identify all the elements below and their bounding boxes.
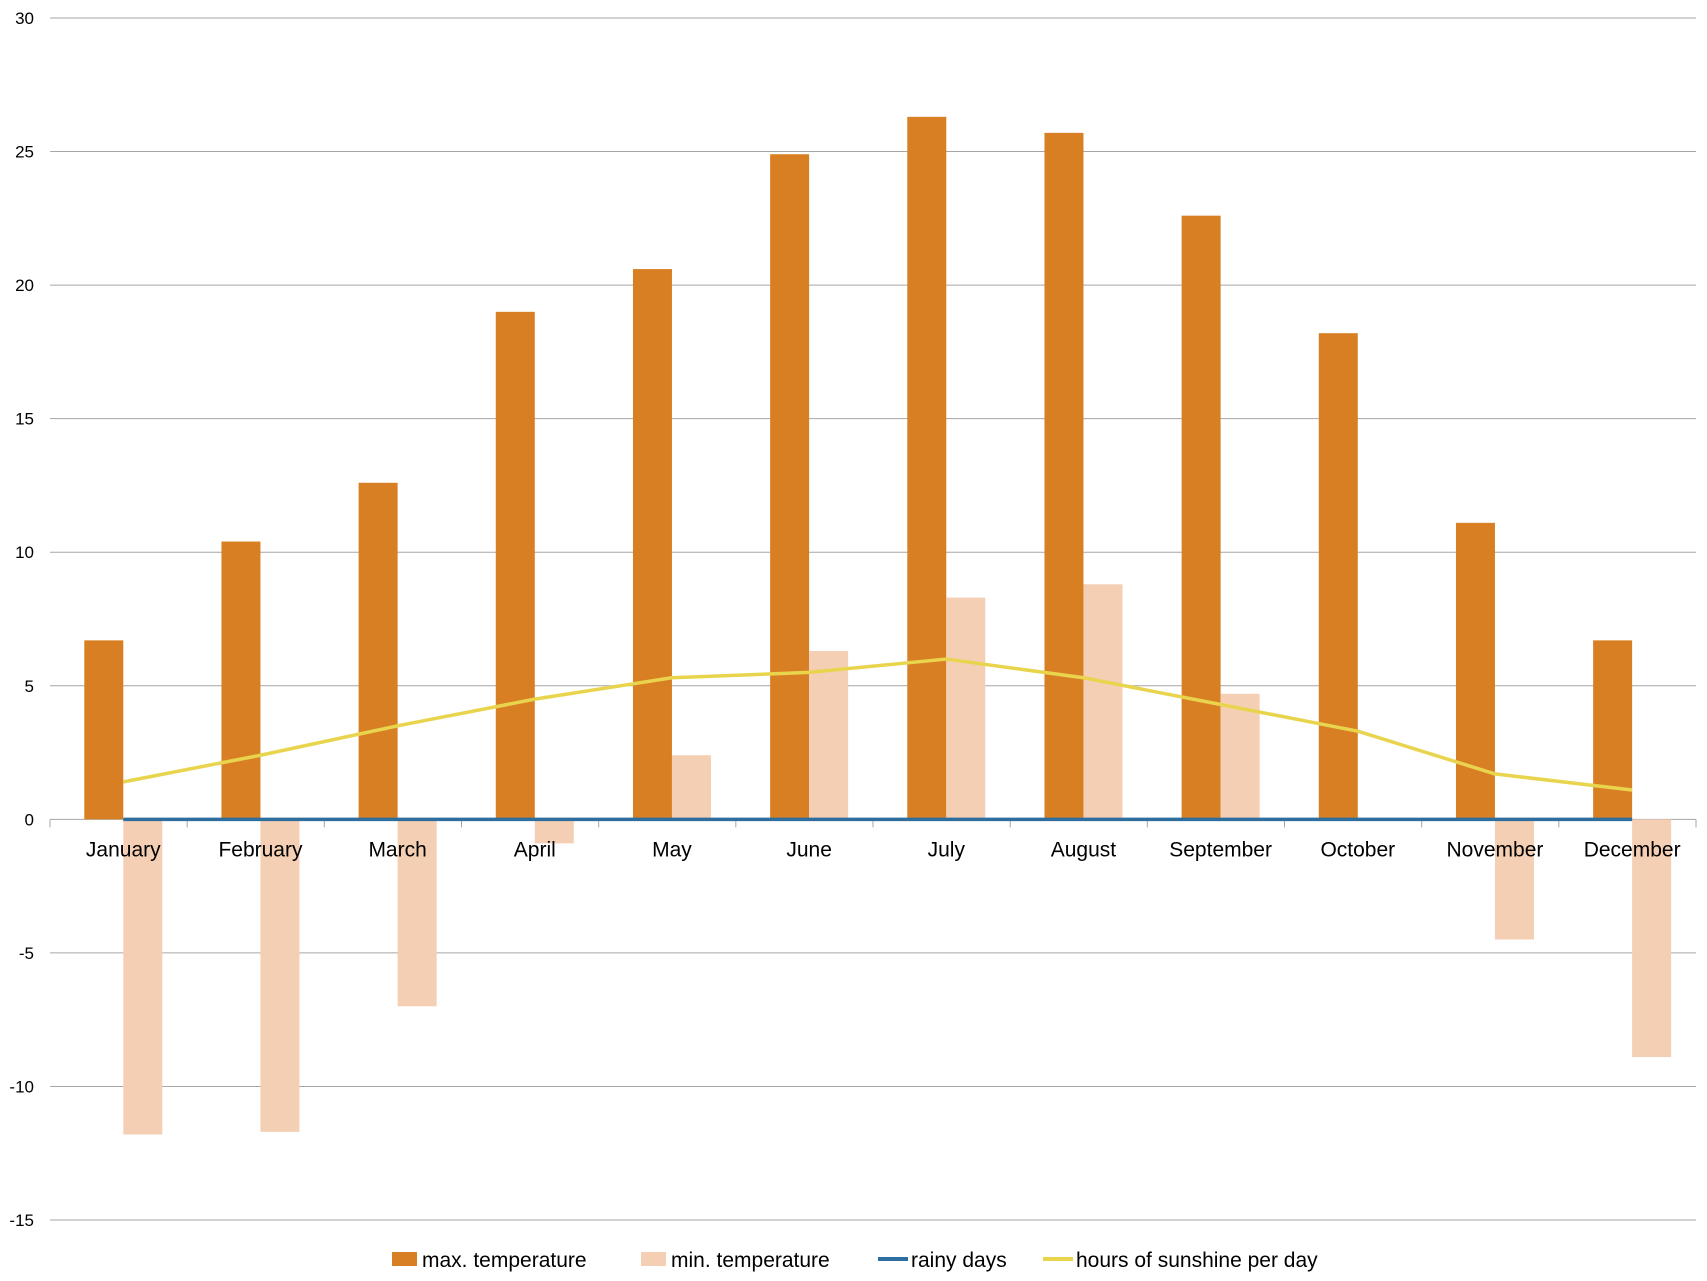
bar-min-august <box>1083 584 1123 820</box>
legend-label: rainy days <box>911 1249 1007 1272</box>
x-tick-label-september: September <box>1169 838 1272 861</box>
x-tick-label-october: October <box>1320 838 1395 861</box>
x-tick-label-june: June <box>786 838 832 861</box>
bar-min-march <box>397 819 437 1007</box>
x-tick-label-april: April <box>514 838 556 861</box>
x-axis-tick-labels: January February March April May June July Augu… <box>86 838 1681 861</box>
y-tick-label: -10 <box>9 1077 34 1096</box>
bar-min-january <box>123 819 163 1135</box>
bar-max-september <box>1181 215 1221 820</box>
y-tick-label: -5 <box>19 944 34 963</box>
bar-max-march <box>358 482 398 820</box>
y-tick-label: 25 <box>15 143 34 162</box>
y-tick-label: 20 <box>15 276 34 295</box>
legend-item: max. temperature <box>392 1249 587 1272</box>
line-series <box>122 657 1633 822</box>
bar-max-april <box>495 311 535 820</box>
y-tick-label: 15 <box>15 410 34 429</box>
legend-item: hours of sunshine per day <box>1043 1249 1318 1272</box>
bar-min-february <box>260 819 300 1132</box>
legend-swatch <box>392 1252 417 1266</box>
x-tick-label-january: January <box>86 838 161 861</box>
bar-min-november <box>1494 819 1534 940</box>
y-tick-label: 5 <box>25 677 34 696</box>
legend-label: max. temperature <box>422 1249 587 1272</box>
bar-min-may <box>671 755 711 820</box>
x-tick-label-december: December <box>1584 838 1681 861</box>
bar-max-december <box>1593 640 1633 820</box>
bar-max-november <box>1455 522 1495 820</box>
legend-label: hours of sunshine per day <box>1076 1249 1318 1272</box>
x-tick-label-march: March <box>368 838 426 861</box>
bar-max-june <box>770 154 810 820</box>
bar-min-december <box>1632 819 1672 1058</box>
bar-max-january <box>84 640 124 820</box>
bar-max-october <box>1318 333 1358 820</box>
bar-max-february <box>221 541 261 820</box>
bar-min-june <box>809 651 849 820</box>
legend-item: min. temperature <box>641 1249 830 1272</box>
legend-item: rainy days <box>878 1249 1007 1272</box>
x-tick-label-may: May <box>652 838 692 861</box>
bar-max-july <box>907 116 947 820</box>
legend-label: min. temperature <box>671 1249 830 1272</box>
bar-max-may <box>632 269 672 820</box>
x-tick-label-july: July <box>928 838 966 861</box>
line-hours-of-sunshine-per-day <box>122 657 1633 792</box>
y-axis-tick-labels: 30 25 20 15 10 5 0 -5 -10 -15 <box>9 9 34 1230</box>
bar-min-september <box>1220 693 1260 820</box>
y-tick-label: -15 <box>9 1211 34 1230</box>
x-tick-label-august: August <box>1051 838 1117 861</box>
bar-max-august <box>1044 132 1084 820</box>
bar-series <box>84 116 1672 1135</box>
bar-min-july <box>946 597 986 820</box>
legend-swatch <box>641 1252 666 1266</box>
y-tick-label: 0 <box>25 810 34 829</box>
y-tick-label: 10 <box>15 543 34 562</box>
bar-min-april <box>534 819 574 844</box>
y-tick-label: 30 <box>15 9 34 28</box>
legend: max. temperature min. temperature rainy da… <box>392 1249 1318 1272</box>
x-tick-label-november: November <box>1447 838 1544 861</box>
x-tick-label-february: February <box>218 838 303 861</box>
